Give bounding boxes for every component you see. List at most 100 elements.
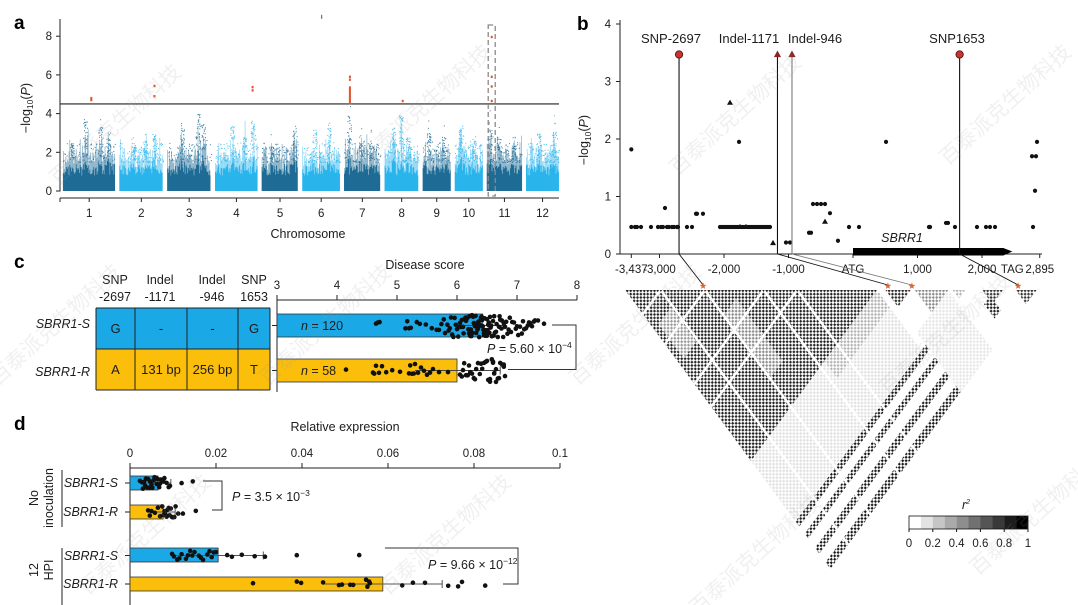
data-point [167, 483, 173, 489]
data-point [468, 327, 474, 332]
ld-block [914, 290, 949, 313]
x-tick-label: 2,000 [968, 264, 997, 276]
variant-point [634, 224, 640, 230]
data-point [455, 584, 461, 589]
legend-swatch [980, 516, 993, 529]
data-point [502, 373, 508, 379]
table-cell: - [210, 321, 214, 336]
legend-tick-label: 0.2 [925, 538, 941, 550]
data-point [415, 370, 421, 376]
panel-label-d: d [14, 414, 26, 435]
x-tick-label: -3,437 [615, 264, 648, 276]
ld-low-linkage-line [797, 290, 922, 460]
row-label-no-inoc-r: SBRR1-R [63, 505, 118, 519]
row-label-12hpi-s: SBRR1-S [64, 549, 119, 563]
data-point [541, 321, 547, 327]
data-point [445, 583, 451, 589]
legend-title-superscript: 2 [965, 499, 970, 506]
y-title-open: ( [577, 127, 591, 132]
y-title-prefix: −log [19, 109, 33, 133]
column-header: Indel [198, 273, 225, 287]
significant-snp-point [251, 85, 254, 89]
data-point [448, 315, 454, 320]
ld-block [1015, 290, 1037, 305]
row-label-sbrr1-r: SBRR1-R [35, 365, 90, 379]
legend-tick-label: 0 [906, 538, 912, 550]
data-point [470, 330, 475, 336]
data-point [497, 314, 502, 319]
data-point [205, 552, 210, 557]
relative-expression-bar-chart: 0 0.02 0.04 0.06 0.08 0.1 [61, 448, 568, 605]
variant-point [684, 224, 690, 230]
data-point [343, 367, 349, 372]
data-point [379, 363, 385, 369]
data-point [421, 368, 427, 374]
y-title-subscript: 10 [583, 131, 593, 141]
ld-marker-star-icon [908, 282, 916, 289]
data-point [365, 584, 370, 589]
significant-snp-point [90, 98, 93, 102]
significant-snp-point [490, 35, 493, 39]
p-mantissa: = 9.66 × 10 [436, 558, 503, 572]
watermark-text: 百泰派克生物科技 [686, 490, 826, 605]
significant-snp-point [153, 84, 156, 88]
significant-snp-point [251, 89, 254, 92]
significant-snp-point [153, 95, 156, 98]
data-point [209, 554, 214, 560]
x-tick-label: 2,895 [1025, 264, 1054, 276]
variant-point [883, 139, 889, 144]
data-point [491, 313, 497, 319]
data-point [519, 331, 525, 336]
chromosome-label: 11 [498, 208, 510, 220]
variant-point [787, 240, 793, 245]
watermark-text: 百泰派克生物科技 [966, 450, 1078, 580]
ld-low-linkage-line [693, 290, 764, 385]
variant-point [629, 147, 634, 152]
data-point [155, 505, 161, 511]
chromosome-7-snp-points-scatter [344, 106, 382, 163]
highlighted-indel-marker [788, 50, 796, 58]
ld-connector-line [959, 253, 1019, 286]
ld-connector-line [791, 253, 912, 286]
x-tick-label: 1,000 [903, 264, 932, 276]
variant-point [671, 224, 677, 230]
legend-swatch [968, 516, 981, 529]
ld-block [825, 385, 961, 569]
x-tick-label: 6 [454, 280, 460, 292]
chromosome-label: 8 [398, 208, 404, 220]
significant-snp-point [90, 96, 93, 100]
group-label-no-inoculation: No inoculation [27, 468, 56, 528]
data-point [147, 513, 153, 518]
data-point [442, 330, 448, 336]
data-point [505, 331, 510, 337]
variant-point [767, 224, 773, 230]
data-point [487, 314, 493, 320]
chromosome-2-snp-points [119, 159, 163, 191]
legend-frame [908, 515, 1029, 530]
data-point [407, 363, 413, 368]
data-point [418, 365, 424, 370]
watermark-text: 百泰派克生物科技 [936, 40, 1076, 170]
data-point [511, 320, 517, 325]
data-point [529, 323, 535, 329]
x-tick-label: TAG [1001, 264, 1024, 276]
variant-point [818, 201, 824, 207]
manhattan-x-axis-title: Chromosome [270, 227, 345, 241]
variant-point [810, 201, 816, 207]
data-point [262, 554, 268, 559]
ld-block [815, 371, 950, 554]
p-mantissa: = 5.60 × 10 [495, 342, 562, 356]
variant-point [983, 224, 989, 230]
locus-y-axis-title: −log10(P) [577, 115, 593, 165]
haplotype-table-grid [95, 307, 271, 391]
x-tick-label: 0.1 [552, 448, 568, 460]
data-point [383, 369, 389, 375]
label-snp-2697: SNP-2697 [641, 31, 701, 46]
variant-point [666, 224, 672, 230]
data-point [517, 324, 523, 330]
data-point [160, 504, 165, 509]
x-tick-label: 5 [394, 280, 400, 292]
variant-point [1033, 154, 1039, 159]
variant-point [814, 201, 820, 207]
